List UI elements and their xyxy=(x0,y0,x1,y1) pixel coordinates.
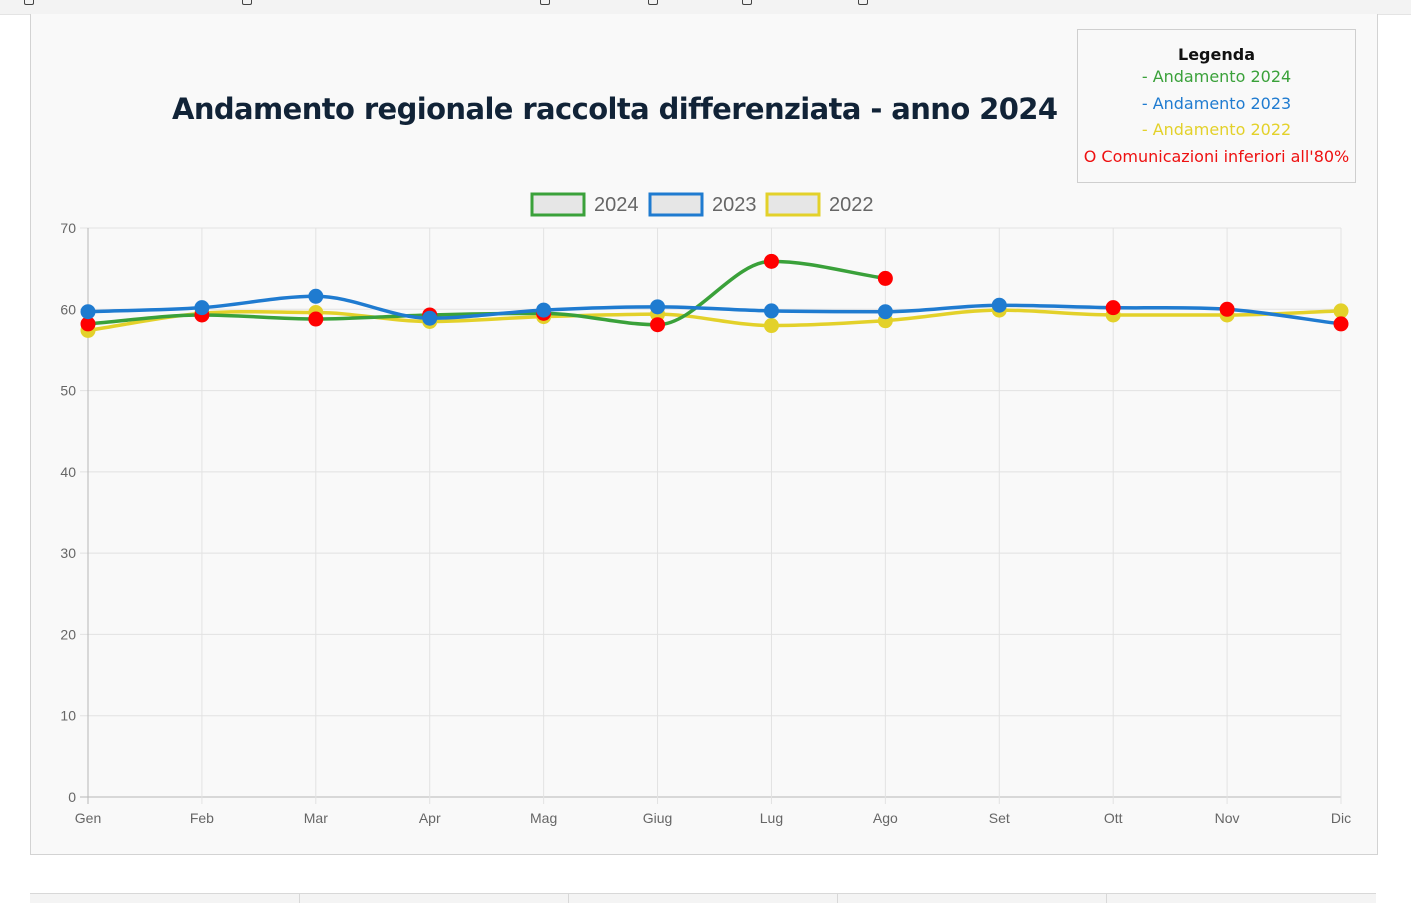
data-point-2023-set xyxy=(991,297,1007,313)
x-tick-label: Nov xyxy=(1215,810,1240,826)
x-tick-label: Ago xyxy=(873,810,898,826)
data-point-2023-lug xyxy=(763,303,779,319)
data-point-2023-ago xyxy=(877,304,893,320)
data-point-2023-apr xyxy=(422,310,438,326)
x-tick-label: Mar xyxy=(304,810,328,826)
y-tick-label: 50 xyxy=(60,383,76,399)
data-point-2023-mag xyxy=(536,302,552,318)
legend-swatch-2023 xyxy=(648,192,704,217)
data-point-2024-ago xyxy=(877,270,893,286)
data-point-2023-giug xyxy=(650,299,666,315)
legend-label-2022: 2022 xyxy=(829,194,874,216)
toolbar-item-icon xyxy=(242,0,252,5)
x-tick-label: Gen xyxy=(75,810,101,826)
legend-box-line-2024: - Andamento 2024 xyxy=(1141,67,1292,86)
x-tick-label: Dic xyxy=(1331,810,1351,826)
data-point-2023-nov xyxy=(1219,301,1235,317)
chart-title: Andamento regionale raccolta differenzia… xyxy=(172,92,1058,126)
data-point-2024-giug xyxy=(650,317,666,333)
legend-label-2023: 2023 xyxy=(712,194,757,216)
series-line-2022 xyxy=(86,308,1343,333)
data-point-2023-dic xyxy=(1333,316,1349,332)
data-point-2024-mar xyxy=(308,311,324,327)
legend-box-line-2022: - Andamento 2022 xyxy=(1141,120,1292,139)
data-point-2024-gen xyxy=(80,316,96,332)
legend-box-line-2023: - Andamento 2023 xyxy=(1141,93,1292,113)
x-tick-label: Lug xyxy=(760,810,783,826)
data-point-2023-feb xyxy=(194,300,210,316)
y-tick-label: 0 xyxy=(68,789,76,805)
x-tick-label: Mag xyxy=(530,810,557,826)
data-point-2023-mar xyxy=(308,288,324,304)
x-tick-label: Giug xyxy=(643,810,673,826)
data-point-2023-ott xyxy=(1105,300,1121,316)
legend-box: Legenda - Andamento 2024 - Andamento 202… xyxy=(1077,29,1356,183)
x-tick-label: Ott xyxy=(1104,810,1123,826)
y-tick-label: 30 xyxy=(60,545,76,561)
y-tick-label: 10 xyxy=(60,708,76,724)
data-point-2024-lug xyxy=(763,253,779,269)
x-tick-label: Feb xyxy=(190,810,214,826)
series-line-2023 xyxy=(86,294,1343,326)
x-tick-label: Set xyxy=(989,810,1010,826)
toolbar-item-icon xyxy=(858,0,868,5)
y-tick-label: 40 xyxy=(60,464,76,480)
legend-swatch-2022 xyxy=(765,192,821,217)
data-point-2022-dic xyxy=(1333,303,1349,319)
toolbar-item-icon xyxy=(648,0,658,5)
legend-box-line-red-markers: O Comunicazioni inferiori all'80% xyxy=(1083,146,1350,166)
toolbar-item-icon xyxy=(540,0,550,5)
toolbar-item-icon xyxy=(24,0,34,5)
legend-swatch-2024 xyxy=(530,192,586,217)
plot-area xyxy=(88,228,1341,797)
toolbar-item-icon xyxy=(742,0,752,5)
bottom-table-header xyxy=(30,893,1376,903)
data-point-2022-lug xyxy=(763,318,779,334)
legend-box-title: Legenda xyxy=(1178,45,1255,64)
data-point-2023-gen xyxy=(80,304,96,320)
y-tick-label: 20 xyxy=(60,626,76,642)
x-tick-label: Apr xyxy=(419,810,441,826)
legend-label-2024: 2024 xyxy=(594,194,639,216)
y-tick-label: 60 xyxy=(60,301,76,317)
y-tick-label: 70 xyxy=(60,220,76,236)
